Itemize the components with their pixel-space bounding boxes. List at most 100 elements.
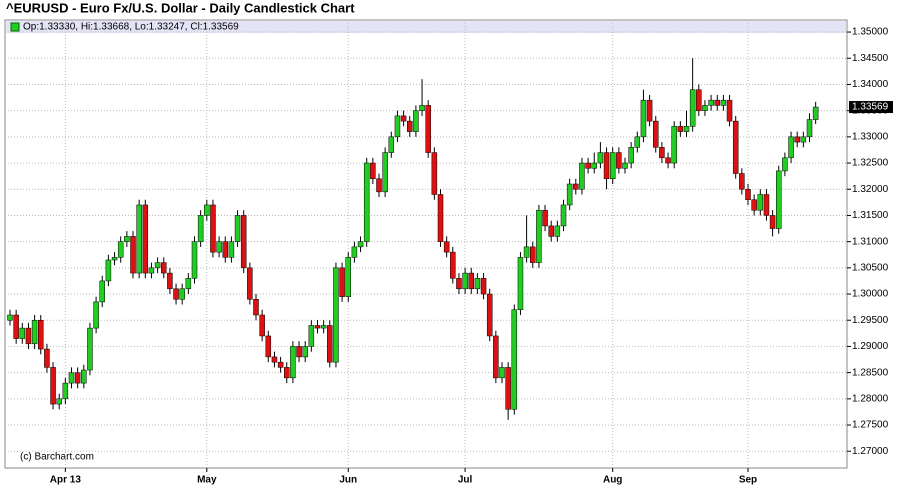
y-tick-label: 1.32500: [852, 158, 889, 169]
candle-body: [216, 241, 222, 253]
candle-body: [327, 325, 333, 363]
candle-body: [800, 136, 807, 143]
candle-body: [302, 346, 308, 358]
candle-body: [117, 241, 124, 258]
candle-body: [603, 152, 610, 180]
candle-body: [640, 99, 647, 138]
candle-body: [413, 110, 419, 132]
candle-body: [616, 152, 622, 169]
candle-body: [345, 257, 351, 297]
candle-body: [296, 346, 302, 358]
candle-body: [653, 120, 659, 148]
candle-body: [776, 170, 782, 229]
candle-body: [333, 267, 339, 363]
candle-body: [240, 215, 247, 269]
candle-body: [105, 259, 112, 282]
y-tick-label: 1.27500: [852, 420, 889, 431]
chart-title: ^EURUSD - Euro Fx/U.S. Dollar - Daily Ca…: [6, 0, 355, 15]
candle-body: [161, 262, 167, 274]
candle-body: [560, 204, 567, 227]
candle-body: [696, 89, 702, 111]
candle-body: [794, 136, 800, 143]
candle-body: [148, 267, 155, 274]
y-tick-label: 1.31500: [852, 210, 889, 221]
candle-body: [585, 162, 591, 169]
candle-body: [474, 278, 481, 290]
candle-body: [204, 204, 210, 216]
last-price-box: [849, 101, 893, 114]
candle-body: [62, 382, 69, 400]
candle-body: [683, 126, 690, 132]
candle-body: [382, 152, 388, 193]
y-tick-label: 1.30500: [852, 262, 889, 273]
candle-body: [579, 162, 585, 190]
candle-body: [591, 162, 597, 169]
candle-body: [659, 147, 665, 159]
candle-body: [720, 99, 727, 106]
candle-body: [222, 241, 228, 258]
candle-body: [44, 348, 50, 368]
candle-body: [81, 369, 87, 384]
candle-body: [493, 335, 499, 379]
candle-body: [468, 272, 474, 290]
x-tick-label: Apr 13: [50, 475, 82, 486]
candle-body: [38, 319, 44, 350]
candle-body: [31, 319, 38, 345]
candle-body: [769, 215, 776, 229]
candle-body: [671, 126, 677, 164]
candle-body: [597, 152, 604, 164]
candle-body: [726, 99, 733, 122]
candle-body: [247, 267, 253, 300]
candle-body: [351, 246, 358, 258]
candle-body: [191, 241, 198, 279]
candle-body: [634, 136, 641, 148]
y-tick-label: 1.28500: [852, 367, 889, 378]
candle-body: [290, 346, 296, 379]
candle-body: [419, 105, 425, 111]
candle-body: [185, 278, 192, 290]
candle-body: [13, 314, 19, 339]
candle-body: [499, 367, 505, 379]
candle-body: [812, 106, 819, 120]
candle-body: [124, 236, 130, 242]
candle-body: [609, 152, 616, 180]
candle-body: [763, 194, 770, 216]
candle-body: [407, 120, 413, 132]
y-tick-label: 1.34000: [852, 79, 889, 90]
candle-body: [714, 99, 720, 106]
y-tick-label: 1.32000: [852, 184, 889, 195]
legend-swatch: [10, 22, 20, 32]
candle-body: [25, 327, 32, 345]
legend-band: [6, 21, 846, 33]
candle-body: [197, 215, 204, 242]
candle-body: [363, 162, 370, 242]
candle-body: [745, 188, 751, 200]
candle-body: [480, 278, 487, 295]
candle-body: [265, 335, 272, 358]
candle-body: [253, 299, 259, 316]
candle-body: [739, 173, 745, 190]
candle-body: [259, 314, 265, 337]
x-tick-label: Jun: [339, 475, 357, 486]
candle-body: [50, 367, 56, 405]
y-tick-label: 1.28000: [852, 393, 889, 404]
candle-body: [277, 361, 284, 368]
candle-body: [308, 325, 315, 347]
candle-body: [751, 199, 757, 211]
candle-body: [154, 262, 161, 269]
candle-body: [400, 115, 407, 122]
x-tick-label: Jul: [458, 475, 473, 486]
candle-body: [523, 246, 530, 258]
x-tick-label: May: [197, 475, 217, 486]
candle-body: [450, 251, 456, 279]
candle-body: [542, 209, 548, 227]
candle-body: [646, 99, 653, 122]
candle-body: [284, 367, 290, 379]
candle-body: [566, 183, 573, 206]
candle-body: [370, 162, 376, 180]
candle-body: [68, 372, 75, 384]
candle-body: [376, 178, 382, 193]
candle-body: [87, 327, 93, 371]
